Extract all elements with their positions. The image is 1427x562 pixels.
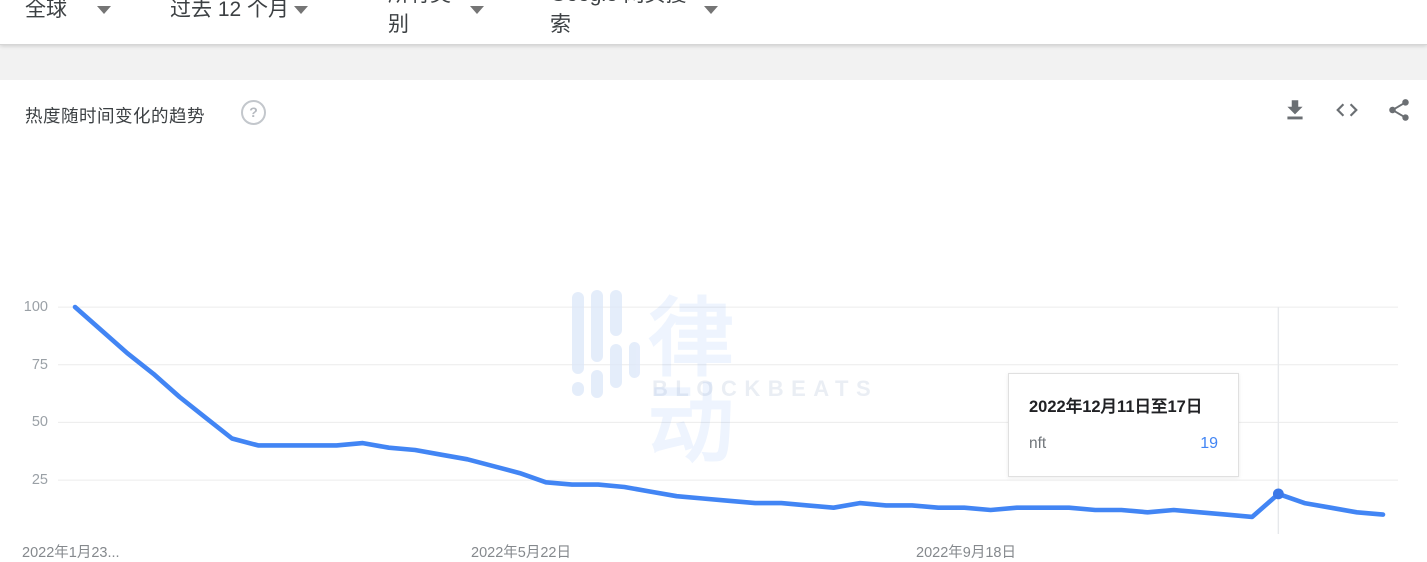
card-actions xyxy=(1282,97,1412,123)
embed-code-icon[interactable] xyxy=(1334,97,1360,123)
filter-search-type-label: Google 网页搜索 xyxy=(550,0,687,36)
tooltip-value: 19 xyxy=(1200,435,1218,452)
trend-line-layer xyxy=(72,304,1386,534)
filter-search-type[interactable]: Google 网页搜索 xyxy=(550,0,718,36)
background-band xyxy=(0,44,1427,80)
tooltip-term: nft xyxy=(1029,435,1047,452)
filter-time-range[interactable]: 过去 12 个月 xyxy=(170,0,308,23)
help-icon[interactable]: ? xyxy=(241,100,266,125)
share-icon[interactable] xyxy=(1386,97,1412,123)
tooltip-row: nft 19 xyxy=(1029,435,1218,453)
interest-over-time-card: 热度随时间变化的趋势 ? xyxy=(0,80,1427,561)
tooltip-date: 2022年12月11日至17日 xyxy=(1029,398,1203,416)
filter-region-label: 全球 xyxy=(25,0,67,21)
filter-category[interactable]: 所有类别 xyxy=(388,0,484,36)
interest-over-time-chart[interactable]: 律动 BLOCKBEATS 100 75 50 25 2022年1月23... … xyxy=(0,200,1427,561)
filter-time-range-label: 过去 12 个月 xyxy=(170,0,290,21)
chevron-down-icon xyxy=(470,6,484,14)
y-tick-100: 100 xyxy=(23,299,48,315)
card-header: 热度随时间变化的趋势 ? xyxy=(0,95,1427,135)
y-tick-75: 75 xyxy=(31,357,48,373)
panel-title: 热度随时间变化的趋势 xyxy=(25,106,205,126)
chart-tooltip: 2022年12月11日至17日 nft 19 xyxy=(1008,373,1239,477)
filter-category-label: 所有类别 xyxy=(388,0,451,36)
filter-bar: 全球 过去 12 个月 所有类别 Google 网页搜索 xyxy=(0,0,1427,44)
x-tick-may: 2022年5月22日 xyxy=(471,545,571,561)
x-tick-sep: 2022年9月18日 xyxy=(916,545,1016,561)
chevron-down-icon xyxy=(294,6,308,14)
y-tick-25: 25 xyxy=(31,472,48,488)
chevron-down-icon xyxy=(704,6,718,14)
filter-region[interactable]: 全球 xyxy=(25,0,111,23)
highlighted-point-marker xyxy=(1272,488,1284,500)
y-tick-50: 50 xyxy=(31,414,48,430)
x-tick-jan: 2022年1月23... xyxy=(22,545,120,561)
chevron-down-icon xyxy=(97,6,111,14)
trend-line-nft xyxy=(72,304,1386,520)
download-icon[interactable] xyxy=(1282,97,1308,123)
